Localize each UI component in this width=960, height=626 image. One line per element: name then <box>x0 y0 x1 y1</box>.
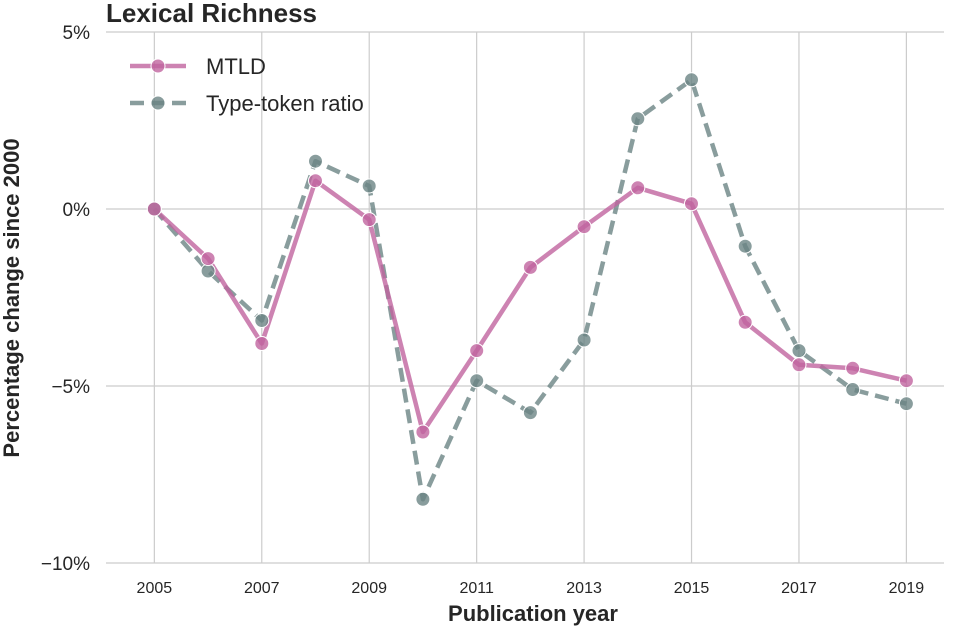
point-type-token-ratio <box>254 313 270 328</box>
point-type-token-ratio <box>469 373 485 389</box>
x-tick-label: 2015 <box>674 580 710 597</box>
legend-label-mtld: MTLD <box>206 54 266 79</box>
point-mtld <box>200 251 216 267</box>
point-type-token-ratio <box>415 491 431 507</box>
y-tick-label: 0% <box>63 200 91 221</box>
point-type-token-ratio <box>522 405 538 421</box>
point-mtld <box>522 259 538 275</box>
point-mtld <box>845 360 861 376</box>
point-type-token-ratio <box>308 153 323 169</box>
legend-marker-mtld <box>150 58 166 74</box>
point-mtld <box>630 180 646 196</box>
point-mtld <box>146 201 162 217</box>
y-tick-label: −5% <box>51 377 90 398</box>
x-tick-label: 2017 <box>781 580 817 597</box>
series-line-type-token-ratio <box>152 77 907 502</box>
series-layer <box>146 72 914 507</box>
x-axis-label: Publication year <box>448 601 618 626</box>
point-mtld <box>791 357 807 373</box>
chart-title: Lexical Richness <box>106 0 317 28</box>
grid <box>106 31 944 564</box>
tick-labels: 5% 0% −5% −10% 2005 2007 2009 2011 2013 2015 2017 2… <box>41 23 924 597</box>
point-type-token-ratio <box>576 332 592 348</box>
x-tick-label: 2013 <box>566 580 602 597</box>
x-tick-label: 2009 <box>351 580 387 597</box>
point-type-token-ratio <box>630 111 646 127</box>
point-mtld <box>254 336 270 351</box>
point-mtld <box>469 343 485 359</box>
point-type-token-ratio <box>361 178 377 194</box>
x-tick-label: 2019 <box>889 580 925 597</box>
point-type-token-ratio <box>791 343 807 359</box>
y-tick-label: −10% <box>41 554 90 575</box>
x-tick-label: 2007 <box>244 580 280 597</box>
point-mtld <box>576 219 592 235</box>
legend-label-type-token-ratio: Type-token ratio <box>206 91 364 116</box>
point-mtld <box>898 373 914 389</box>
point-type-token-ratio <box>898 396 914 412</box>
point-mtld <box>684 196 699 212</box>
y-tick-label: 5% <box>63 23 91 44</box>
point-type-token-ratio <box>845 382 861 397</box>
legend-marker-type-token-ratio <box>150 95 166 111</box>
x-tick-label: 2005 <box>137 580 173 597</box>
y-axis-label: Percentage change since 2000 <box>0 138 24 457</box>
point-mtld <box>361 212 377 228</box>
point-type-token-ratio <box>684 72 699 88</box>
point-type-token-ratio <box>737 238 753 254</box>
x-tick-label: 2011 <box>459 580 494 597</box>
legend: MTLD Type-token ratio <box>130 54 364 116</box>
point-mtld <box>737 314 753 330</box>
point-mtld <box>415 424 431 440</box>
point-mtld <box>308 173 323 189</box>
